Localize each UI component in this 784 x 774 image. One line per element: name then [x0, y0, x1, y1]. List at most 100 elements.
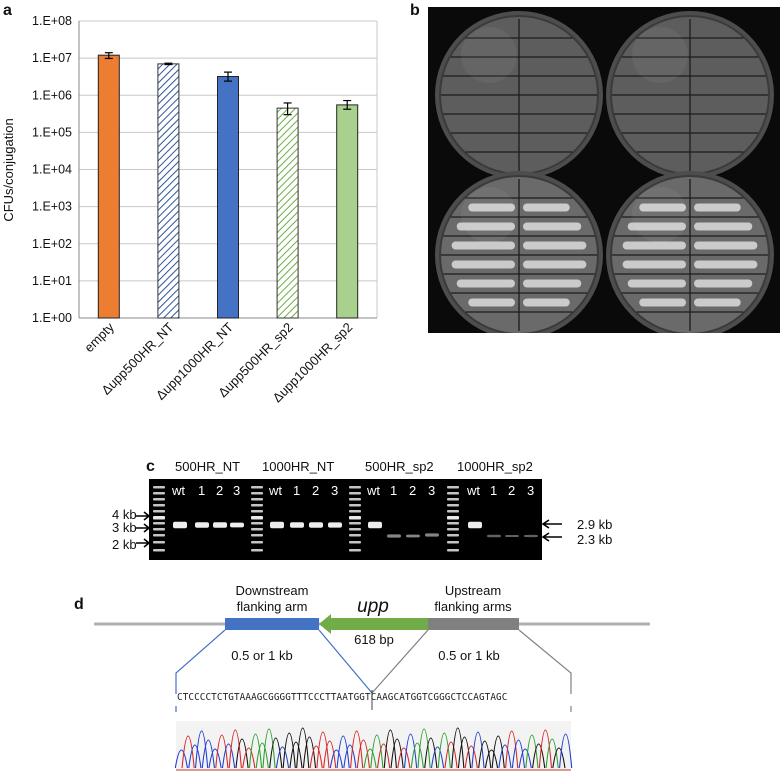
trace-peak: [181, 735, 195, 769]
bar: [276, 107, 299, 319]
size-label-2-3kb: 2.3 kb: [577, 532, 613, 547]
trace-peak: [437, 732, 451, 769]
colony-streak: [694, 241, 758, 250]
ladder-label-3kb: 3 kb: [112, 520, 137, 535]
trace-peak: [532, 743, 546, 769]
gel-band: [487, 534, 501, 538]
ladder-band: [153, 534, 165, 537]
y-tick-label: 1.E+07: [32, 51, 72, 65]
trace-peak: [383, 729, 397, 769]
right-arm-length-label: 0.5 or 1 kb: [438, 648, 500, 663]
trace-peak: [174, 749, 188, 769]
gel-group-label-3: 500HR_sp2: [365, 459, 434, 474]
colony-streak: [468, 203, 515, 212]
ladder-band: [251, 504, 263, 507]
bar: [217, 75, 239, 319]
gel-image: [149, 479, 542, 560]
plates-image: [435, 11, 774, 339]
y-axis-label: CFUs/conjugation: [1, 118, 16, 221]
trace-peak: [302, 736, 317, 769]
trace-peak: [491, 735, 505, 769]
junction-sequence: CTCCCCTCTGTAAAGCGGGGTTTCCCTTAATGGTCAAGCA…: [177, 692, 508, 703]
gel-band: [290, 522, 304, 528]
trace-peak: [248, 733, 263, 769]
ladder-band: [349, 528, 361, 531]
gel-band: [309, 522, 323, 528]
gel-lane-label: 3: [527, 483, 535, 498]
trace-peak: [201, 739, 215, 769]
y-tick-label: 1.E+08: [32, 14, 72, 28]
gel-band: [368, 521, 382, 529]
gel-lane-label: 2: [312, 483, 320, 498]
trace-peak: [552, 747, 566, 769]
colony-streak: [468, 298, 515, 307]
trace-peak: [370, 734, 384, 769]
gel-band: [270, 521, 284, 529]
colony-streak: [523, 298, 570, 307]
ladder-band: [153, 486, 165, 489]
trace-peak: [498, 744, 512, 769]
colony-streak: [456, 222, 515, 231]
trace-peak: [410, 742, 424, 769]
trace-peak: [363, 748, 377, 769]
colony-streak: [523, 222, 582, 231]
trace-peak: [215, 734, 229, 769]
ladder-band: [349, 549, 361, 552]
gel-band: [213, 522, 227, 528]
ladder-band: [447, 549, 459, 552]
trace-peak: [228, 729, 242, 769]
left-zoom-line: [175, 629, 226, 694]
colony-streak: [639, 203, 686, 212]
ladder-band: [251, 541, 263, 544]
trace-peak: [336, 735, 350, 769]
ladder-band: [447, 498, 459, 501]
ladder-band: [349, 541, 361, 544]
chromatogram-trace: [174, 727, 573, 771]
trace-peak: [343, 744, 357, 769]
colony-streak: [622, 241, 686, 250]
ladder-band: [251, 486, 263, 489]
trace-peak: [350, 730, 364, 769]
colony-streak: [622, 260, 686, 269]
trace-peak: [323, 740, 337, 769]
gene-diagram: [94, 614, 650, 771]
trace-peak: [356, 739, 371, 769]
trace-peak: [424, 737, 438, 769]
colony-streak: [451, 260, 515, 269]
y-tick-label: 1.E+00: [32, 311, 72, 325]
trace-peak: [444, 741, 458, 769]
gel-band: [468, 521, 482, 529]
ladder-band: [349, 486, 361, 489]
gel-lane-label: 3: [233, 483, 241, 498]
ladder-band: [447, 528, 459, 531]
colony-streak: [523, 260, 587, 269]
gel-band: [524, 534, 538, 538]
ladder-band: [153, 492, 165, 495]
ladder-band: [251, 522, 263, 525]
ladder-band: [251, 498, 263, 501]
downstream-arm-label: Downstream flanking arm: [235, 583, 309, 614]
gel-band: [328, 522, 342, 528]
ladder-band: [447, 522, 459, 525]
size-label-2-9kb: 2.9 kb: [577, 517, 613, 532]
colony-streak: [523, 203, 570, 212]
trace-peak: [430, 746, 445, 769]
trace-peak: [194, 730, 209, 769]
gel-band: [387, 534, 401, 538]
colony-streak: [694, 203, 741, 212]
colony-streak: [523, 241, 587, 250]
y-tick-label: 1.E+05: [32, 125, 72, 139]
colony-streak: [456, 279, 515, 288]
trace-peak: [457, 736, 472, 769]
gel-lane-label: wt: [367, 483, 380, 498]
gel-lane-label: 1: [390, 483, 398, 498]
upstream-arm-label: Upstream flanking arms: [434, 583, 512, 614]
ladder-band: [153, 516, 165, 520]
gene-length-label: 618 bp: [354, 632, 394, 647]
bar: [336, 104, 359, 319]
gel-group-label-4: 1000HR_sp2: [457, 459, 533, 474]
trace-peak: [390, 738, 404, 769]
trace-peak: [309, 745, 323, 769]
bar: [157, 63, 180, 319]
trace-peak: [376, 743, 391, 769]
